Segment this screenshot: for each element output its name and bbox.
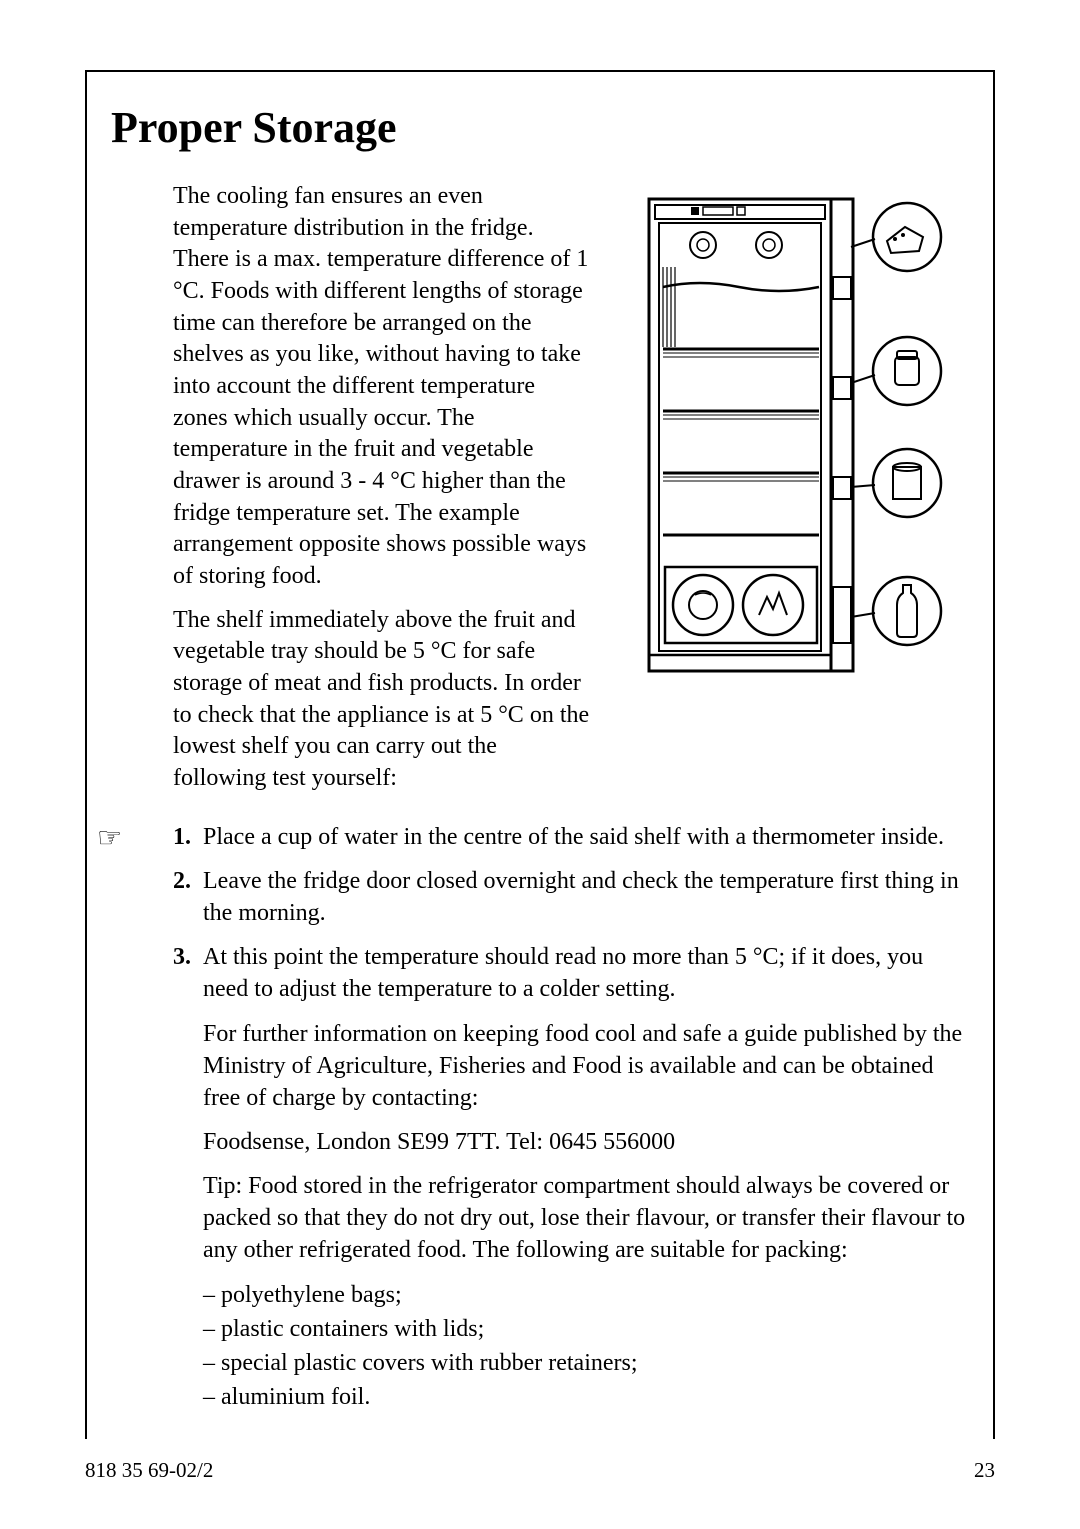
bullet-item: – plastic containers with lids; <box>203 1313 969 1345</box>
step-1: 1. Place a cup of water in the centre of… <box>173 821 969 853</box>
bullet-item: – special plastic covers with rubber ret… <box>203 1347 969 1379</box>
page-frame: Proper Storage The cooling fan ensures a… <box>85 70 995 1439</box>
steps-block: ☞ 1. Place a cup of water in the centre … <box>111 821 969 1414</box>
step-text: Leave the fridge door closed overnight a… <box>203 868 959 926</box>
diagram-column <box>619 181 969 807</box>
page-footer: 818 35 69-02/2 23 <box>85 1458 995 1483</box>
step-number: 2. <box>173 865 191 897</box>
step-2: 2. Leave the fridge door closed overnigh… <box>173 865 969 929</box>
further-info-paragraph: For further information on keeping food … <box>173 1018 969 1114</box>
fridge-diagram <box>619 187 969 687</box>
page-heading: Proper Storage <box>111 102 969 153</box>
footer-doc-code: 818 35 69-02/2 <box>85 1458 213 1483</box>
bullet-item: – polyethylene bags; <box>203 1279 969 1311</box>
intro-paragraph-1: The cooling fan ensures an even temperat… <box>173 181 595 593</box>
step-text: At this point the temperature should rea… <box>203 944 923 1002</box>
text-column: The cooling fan ensures an even temperat… <box>111 181 595 807</box>
step-3: 3. At this point the temperature should … <box>173 941 969 1005</box>
hand-pointer-icon: ☞ <box>97 821 122 855</box>
two-column-layout: The cooling fan ensures an even temperat… <box>111 181 969 807</box>
footer-page-number: 23 <box>974 1458 995 1483</box>
step-number: 3. <box>173 941 191 973</box>
contact-line: Foodsense, London SE99 7TT. Tel: 0645 55… <box>173 1126 969 1158</box>
step-text: Place a cup of water in the centre of th… <box>203 824 944 850</box>
packing-list: – polyethylene bags; – plastic container… <box>173 1279 969 1414</box>
bullet-item: – aluminium foil. <box>203 1381 969 1413</box>
intro-paragraph-2: The shelf immediately above the fruit an… <box>173 605 595 795</box>
step-number: 1. <box>173 821 191 853</box>
tip-paragraph: Tip: Food stored in the refrigerator com… <box>173 1170 969 1266</box>
